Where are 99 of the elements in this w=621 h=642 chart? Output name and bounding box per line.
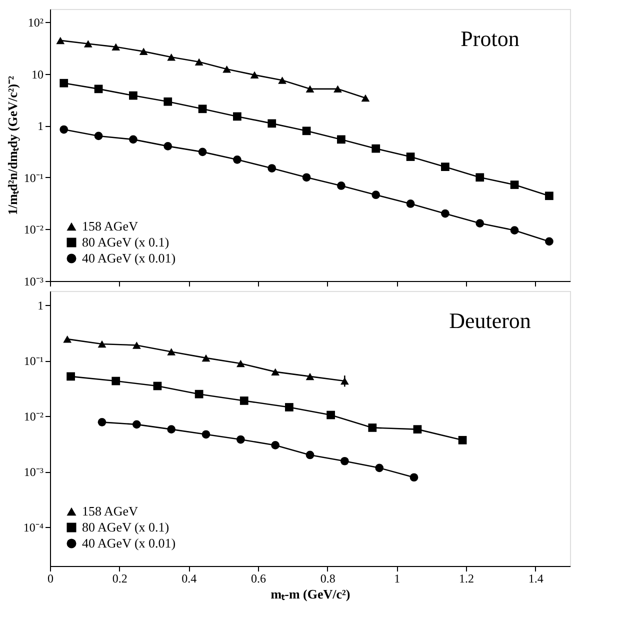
- y-tick-label: 10⁻²: [24, 222, 44, 237]
- point: [139, 48, 148, 56]
- point: [167, 348, 176, 356]
- point: [112, 376, 120, 386]
- point: [271, 441, 280, 450]
- point: [98, 340, 106, 348]
- point: [337, 135, 346, 144]
- point: [84, 40, 92, 48]
- y-tick-label: 10²: [28, 15, 44, 30]
- point: [441, 162, 450, 171]
- x-tick-label: 0: [48, 572, 54, 586]
- text: Proton: [460, 26, 520, 51]
- legend-label: 158 AGeV: [82, 218, 139, 234]
- point: [66, 372, 75, 381]
- point: [94, 84, 103, 94]
- point: [545, 237, 554, 246]
- point: [410, 473, 418, 482]
- y-tick-label: 10⁻³: [24, 465, 44, 480]
- point: [153, 382, 162, 390]
- point: [60, 78, 68, 88]
- point: [233, 112, 242, 121]
- point: [236, 360, 245, 368]
- y-tick-label: 10⁻¹: [24, 170, 44, 185]
- point: [164, 142, 172, 150]
- point: [285, 403, 294, 412]
- legend-label: 40 AGeV (x 0.01): [82, 250, 176, 266]
- point: [198, 104, 207, 114]
- point: [441, 209, 450, 218]
- point: [368, 424, 377, 432]
- point: [222, 66, 231, 73]
- y-tick-label: 10: [32, 67, 44, 82]
- point: [302, 173, 311, 182]
- legend-label: 80 AGeV (x 0.1): [82, 234, 170, 250]
- point: [476, 173, 484, 182]
- point: [326, 410, 335, 420]
- point: [240, 396, 248, 405]
- point: [476, 219, 484, 228]
- point: [112, 43, 120, 51]
- x-tick-label: 0.8: [320, 572, 336, 586]
- point: [372, 190, 380, 200]
- point: [306, 372, 314, 380]
- x-tick-label: 1: [394, 572, 400, 586]
- y-tick-label: 10⁻⁴: [23, 520, 44, 535]
- point: [406, 152, 415, 161]
- y-tick-label: 10⁻³: [24, 274, 44, 288]
- point: [132, 342, 141, 349]
- point: [337, 182, 346, 190]
- x-axis-title: mₜ-m (GeV/c²): [270, 586, 350, 602]
- point: [278, 76, 286, 84]
- point: [306, 85, 314, 93]
- point: [271, 368, 280, 376]
- point: [56, 36, 65, 44]
- x-tick-label: 1.4: [528, 572, 544, 586]
- point: [194, 390, 204, 398]
- point: [94, 132, 103, 140]
- y-tick-label: 1: [38, 298, 44, 313]
- point: [510, 226, 519, 235]
- y-axis-title: 1/mₜd²n/dmₜdy (GeV/c²)⁻²: [4, 76, 20, 216]
- point: [510, 180, 519, 189]
- point: [132, 420, 141, 429]
- point: [406, 200, 415, 208]
- point: [545, 192, 554, 200]
- legend-label: 40 AGeV (x 0.01): [82, 536, 176, 550]
- point: [164, 97, 172, 106]
- point: [167, 425, 176, 434]
- point: [236, 435, 245, 444]
- point: [233, 155, 242, 164]
- point: [250, 71, 259, 79]
- x-tick-label: 0.2: [112, 572, 128, 586]
- point: [458, 436, 467, 444]
- legend-label: 158 AGeV: [82, 504, 139, 518]
- point: [268, 164, 276, 172]
- point: [268, 119, 276, 128]
- point: [361, 94, 370, 102]
- point: [334, 85, 342, 93]
- point: [302, 126, 311, 136]
- point: [413, 425, 422, 434]
- point: [306, 450, 314, 460]
- point: [167, 53, 176, 61]
- x-tick-label: 0.6: [251, 572, 266, 586]
- x-tick-label: 1.2: [459, 572, 474, 586]
- y-tick-label: 10⁻²: [24, 410, 44, 424]
- point: [375, 464, 384, 472]
- legend-label: 80 AGeV (x 0.1): [82, 520, 170, 534]
- text: Deuteron: [449, 308, 531, 333]
- point: [63, 335, 72, 343]
- point: [340, 456, 349, 466]
- point: [198, 148, 207, 156]
- point: [202, 354, 210, 362]
- point: [202, 430, 210, 439]
- y-tick-label: 10⁻¹: [24, 354, 44, 368]
- point: [194, 58, 204, 66]
- point: [129, 91, 138, 100]
- y-tick-label: 1: [38, 119, 44, 134]
- x-tick-label: 0.4: [182, 572, 197, 586]
- point: [372, 144, 380, 153]
- point: [98, 418, 106, 426]
- point: [60, 125, 68, 134]
- point: [129, 135, 138, 144]
